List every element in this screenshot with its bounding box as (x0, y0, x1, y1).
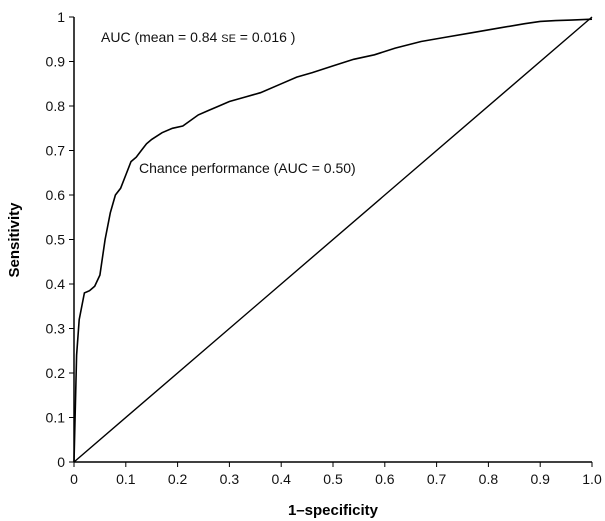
y-tick-label: 0.8 (46, 98, 66, 114)
x-axis-ticks: 0 0.1 0.2 0.3 0.4 0.5 0.6 0.7 0.8 0.9 1.0 (70, 462, 602, 487)
y-axis-ticks: 0 0.1 0.2 0.3 0.4 0.5 0.6 0.7 0.8 0.9 1 (46, 9, 74, 470)
auc-annotation-prefix: AUC (mean = 0.84 (101, 29, 221, 45)
chance-annotation: Chance performance (AUC = 0.50) (139, 160, 356, 176)
y-tick-label: 0.6 (46, 187, 66, 203)
roc-curve-line (73, 18, 593, 463)
chance-performance-line (73, 16, 593, 463)
y-axis-title: Sensitivity (6, 202, 23, 278)
auc-annotation-suffix: = 0.016 ) (236, 29, 296, 45)
x-tick-label: 0 (70, 471, 78, 487)
x-tick-label: 0.6 (375, 471, 395, 487)
y-tick-label: 0.2 (46, 365, 66, 381)
plot-area: 0 0.1 0.2 0.3 0.4 0.5 0.6 0.7 0.8 0.9 1.0 00.10.20… (46, 9, 602, 487)
x-tick-label: 0.4 (271, 471, 291, 487)
y-tick-label: 0.4 (46, 276, 66, 292)
x-tick-label: 0.7 (427, 471, 447, 487)
y-tick-label: 0.5 (46, 232, 66, 248)
y-tick-label: 0.9 (46, 54, 66, 70)
y-tick-label: 0 (57, 454, 65, 470)
y-tick-label: 1 (57, 9, 65, 25)
y-tick-label: 0.3 (46, 321, 66, 337)
x-tick-label: 0.9 (530, 471, 550, 487)
auc-annotation: AUC (mean = 0.84 SE = 0.016 ) (101, 29, 295, 45)
x-tick-label: 0.2 (168, 471, 188, 487)
y-tick-label: 0.1 (46, 410, 66, 426)
x-tick-label: 0.3 (220, 471, 240, 487)
x-axis-title: 1–specificity (288, 502, 379, 519)
x-tick-label: 0.5 (323, 471, 343, 487)
x-tick-label: 0.8 (479, 471, 499, 487)
x-tick-label: 1.0 (582, 471, 602, 487)
x-tick-label: 0.1 (116, 471, 136, 487)
auc-annotation-se: SE (221, 33, 236, 45)
y-tick-label: 0.7 (46, 143, 66, 159)
